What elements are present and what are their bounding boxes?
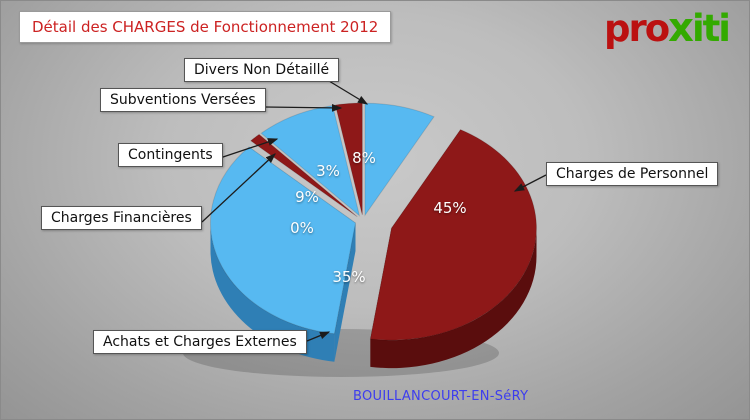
proxiti-logo: proxiti: [603, 5, 731, 51]
leader-line-personnel: [513, 174, 547, 192]
pie-slice-3: [249, 133, 358, 218]
leader-line-financieres: [201, 153, 276, 223]
logo-x-glyph: x: [668, 5, 694, 51]
leader-line-achats: [306, 331, 331, 342]
callout-contingents: Contingents: [118, 143, 223, 167]
logo-text-green: iti: [691, 7, 731, 50]
callout-charges-financieres: Charges Financières: [41, 206, 202, 230]
logo-text-red: pro: [603, 7, 670, 50]
pie-slice-1: [369, 128, 537, 341]
pie-slices: [210, 102, 537, 341]
pie-slice-2: [210, 146, 357, 335]
leader-line-subventions: [264, 103, 343, 112]
callout-achats-charges-externes: Achats et Charges Externes: [93, 330, 307, 354]
callout-divers-non-detaille: Divers Non Détaillé: [184, 58, 340, 82]
callout-charges-de-personnel: Charges de Personnel: [546, 162, 719, 186]
leader-lines: [201, 80, 547, 342]
pie-slice-4: [260, 105, 361, 217]
commune-name: BOUILLANCOURT-EN-SéRY: [353, 389, 529, 404]
leader-line-contingents: [213, 138, 279, 161]
leader-line-divers: [328, 80, 369, 105]
callout-subventions-versees: Subventions Versées: [100, 88, 266, 112]
chart-title: Détail des CHARGES de Fonctionnement 201…: [19, 11, 392, 43]
